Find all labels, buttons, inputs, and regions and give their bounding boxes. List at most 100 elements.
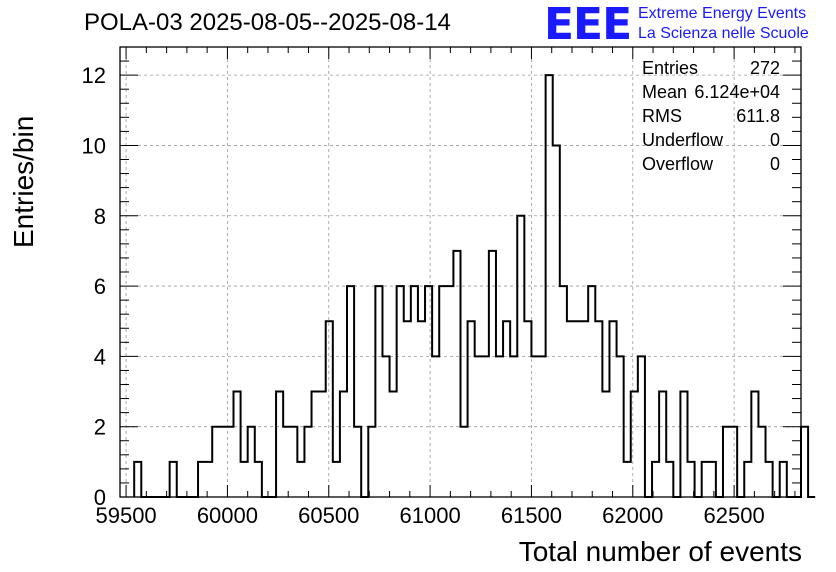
- histogram-bin: [758, 427, 765, 497]
- y-tick-label: 4: [94, 344, 106, 369]
- histogram-bin: [446, 286, 453, 497]
- histogram-bin: [390, 392, 397, 497]
- y-tick-label: 10: [82, 133, 106, 158]
- histogram-bin: [134, 462, 141, 497]
- histogram-bin: [212, 427, 219, 497]
- histogram-bin: [659, 392, 666, 497]
- stat-value: 272: [749, 58, 780, 78]
- histogram-bin: [432, 356, 439, 497]
- histogram-bin: [205, 462, 212, 497]
- histogram-bin: [688, 462, 695, 497]
- y-tick-label: 12: [82, 63, 106, 88]
- histogram-bin: [411, 286, 418, 497]
- histogram-bin: [170, 462, 177, 497]
- histogram-bin: [219, 427, 226, 497]
- histogram-bin: [248, 427, 255, 497]
- histogram-bin: [397, 286, 404, 497]
- histogram-bin: [425, 286, 432, 497]
- x-tick-label: 60000: [197, 503, 258, 528]
- y-axis-label: Entries/bin: [8, 115, 39, 248]
- eee-logo: EEE Extreme Energy Events La Scienza nel…: [544, 3, 834, 47]
- histogram-bin: [489, 251, 496, 497]
- stat-row: Overflow 0: [642, 154, 780, 178]
- stat-value: 0: [769, 154, 780, 174]
- histogram-bin: [617, 356, 624, 497]
- plot-frame: [119, 46, 802, 498]
- histogram-bin: [546, 75, 553, 497]
- histogram-bin: [368, 427, 375, 497]
- histogram-bin: [510, 356, 517, 497]
- histogram-bin: [283, 427, 290, 497]
- x-tick-label: 59500: [95, 503, 156, 528]
- histogram-bin: [766, 462, 773, 497]
- histogram-bin: [439, 286, 446, 497]
- stat-row: Mean 6.124e+04: [642, 82, 780, 106]
- logo-line-2: La Scienza nelle Scuole: [638, 25, 809, 42]
- histogram-bin: [652, 462, 659, 497]
- tick-labels: 59500 60000 60500 61000 61500 62000 62500 0 2 4 6 8…: [82, 63, 765, 528]
- histogram-bin: [461, 427, 468, 497]
- logo-line-1: Extreme Energy Events: [638, 5, 807, 22]
- histogram-bin: [312, 392, 319, 497]
- stat-value: 0: [769, 130, 780, 150]
- histogram-bin: [602, 392, 609, 497]
- histogram-bars: [133, 74, 816, 498]
- histogram-bin: [517, 216, 524, 497]
- logo-mark: EEE: [544, 0, 632, 50]
- x-axis-label: Total number of events: [518, 536, 802, 567]
- histogram-bin: [468, 321, 475, 497]
- histogram-bin: [290, 427, 297, 497]
- stat-row: RMS 611.8: [642, 106, 780, 130]
- histogram-bin: [609, 321, 616, 497]
- histogram-bin: [751, 392, 758, 497]
- stat-row: Entries 272: [642, 58, 780, 82]
- chart-title: POLA-03 2025-08-05--2025-08-14: [84, 9, 451, 36]
- histogram-bin: [801, 427, 808, 497]
- x-tick-label: 61000: [400, 503, 461, 528]
- histogram-bin: [560, 286, 567, 497]
- stat-value: 611.8: [736, 106, 780, 126]
- stats-box: Entries 272 Mean 6.124e+04 RMS 611.8 Underflow…: [642, 58, 780, 178]
- histogram-bin: [226, 427, 233, 497]
- histogram-bin: [304, 427, 311, 497]
- x-tick-label: 60500: [298, 503, 359, 528]
- histogram-bin: [326, 321, 333, 497]
- histogram-bin: [709, 462, 716, 497]
- histogram-bin: [382, 356, 389, 497]
- stat-name: Mean: [642, 82, 688, 102]
- y-tick-label: 0: [94, 485, 106, 510]
- x-tick-label: 62000: [602, 503, 663, 528]
- stat-row: Underflow 0: [642, 130, 780, 154]
- histogram-bin: [723, 427, 730, 497]
- histogram-bin: [482, 356, 489, 497]
- histogram-bin: [347, 286, 354, 497]
- histogram-bin: [340, 392, 347, 497]
- histogram-bin: [276, 392, 283, 497]
- stat-name: Underflow: [642, 130, 724, 150]
- histogram-bin: [531, 356, 538, 497]
- histogram-bin: [319, 392, 326, 497]
- histogram-bin: [255, 462, 262, 497]
- histogram-bin: [354, 427, 361, 497]
- histogram-bin: [631, 392, 638, 497]
- histogram-bin: [595, 321, 602, 497]
- y-tick-label: 6: [94, 274, 106, 299]
- stat-name: Overflow: [642, 154, 714, 174]
- histogram-outline: [133, 74, 816, 498]
- histogram-bin: [581, 321, 588, 497]
- histogram-bin: [638, 356, 645, 497]
- histogram-bin: [744, 462, 751, 497]
- histogram-bin: [198, 462, 205, 497]
- histogram-bin: [333, 462, 340, 497]
- histogram-bin: [624, 462, 631, 497]
- histogram-bin: [680, 392, 687, 497]
- histogram-bin: [730, 427, 737, 497]
- y-tick-label: 8: [94, 204, 106, 229]
- histogram-bin: [418, 321, 425, 497]
- x-tick-label: 61500: [501, 503, 562, 528]
- histogram-bin: [567, 321, 574, 497]
- histogram-bin: [496, 356, 503, 497]
- histogram-bin: [780, 462, 787, 497]
- histogram-bin: [702, 462, 709, 497]
